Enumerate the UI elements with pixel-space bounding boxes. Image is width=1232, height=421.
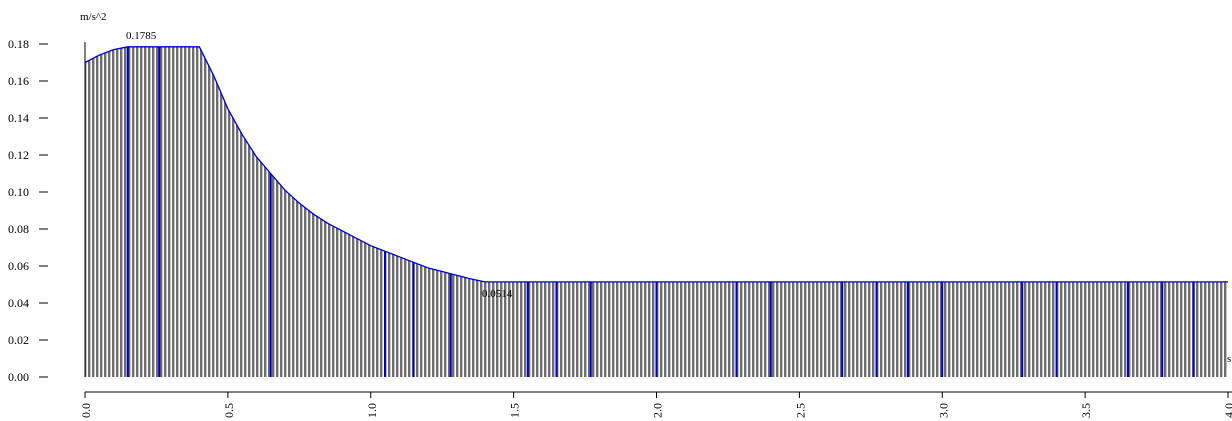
x-tick-label: 3.0: [936, 403, 950, 418]
x-tick-label: 0.5: [222, 403, 236, 418]
x-tick-label: 2.5: [793, 403, 807, 418]
y-tick-label: 0.00: [8, 370, 29, 384]
x-axis-ticks: 0.0 0.5 1.0 1.5 2.0 2.5 3.0 3.5 4.0: [79, 392, 1232, 418]
x-tick-label: 4.0: [1222, 403, 1232, 418]
x-tick-label: 2.0: [651, 403, 665, 418]
y-tick-label: 0.12: [8, 148, 29, 162]
y-tick-label: 0.04: [8, 296, 29, 310]
y-tick-label: 0.14: [8, 111, 29, 125]
y-tick-label: 0.02: [8, 333, 29, 347]
x-tick-label: 3.5: [1079, 403, 1093, 418]
annotation-label: 0.0514: [482, 288, 513, 300]
y-tick-label: 0.10: [8, 185, 29, 199]
y-tick-label: 0.18: [8, 37, 29, 51]
y-axis-ticks: 0.00 0.02 0.04 0.06 0.08 0.10 0.12 0.14 0.16 0.18: [8, 37, 48, 384]
y-tick-label: 0.06: [8, 259, 29, 273]
x-unit-label: s: [1227, 353, 1231, 365]
x-tick-label: 1.5: [508, 403, 522, 418]
y-tick-label: 0.08: [8, 222, 29, 236]
y-tick-label: 0.16: [8, 74, 29, 88]
x-tick-label: 1.0: [365, 403, 379, 418]
x-tick-label: 0.0: [79, 403, 93, 418]
y-unit-label: m/s^2: [80, 11, 107, 23]
annotation-label: 0.1785: [126, 30, 157, 42]
